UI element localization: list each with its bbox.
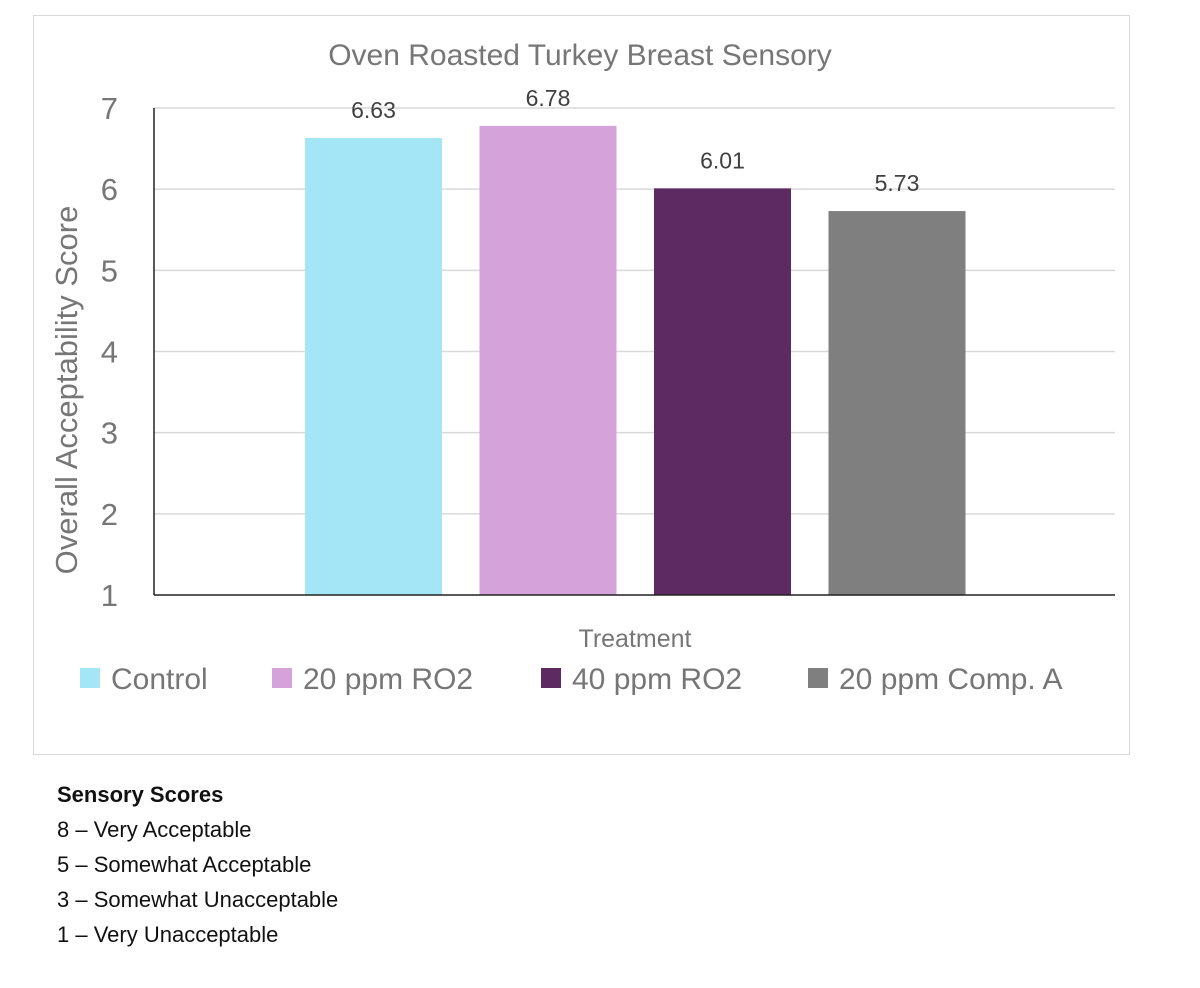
data-label: 6.78 xyxy=(526,85,571,111)
notes-line: 5 – Somewhat Acceptable xyxy=(57,852,312,877)
notes-heading: Sensory Scores xyxy=(57,782,224,807)
bar-20-ppm-comp-a xyxy=(828,211,966,595)
notes-line: 1 – Very Unacceptable xyxy=(57,922,279,947)
sensory-scores-legend: Sensory Scores 8 – Very Acceptable 5 – S… xyxy=(57,777,338,952)
notes-line: 3 – Somewhat Unacceptable xyxy=(57,887,339,912)
data-label: 6.01 xyxy=(700,147,745,173)
y-tick-label: 4 xyxy=(101,335,118,370)
bar-40-ppm-ro2 xyxy=(654,188,791,596)
legend-label: 40 ppm RO2 xyxy=(572,663,742,696)
legend-label: 20 ppm Comp. A xyxy=(839,663,1062,696)
y-tick-label: 2 xyxy=(101,497,118,532)
chart-frame xyxy=(33,15,1130,755)
y-tick-label: 6 xyxy=(101,172,118,207)
data-label: 5.73 xyxy=(875,170,920,196)
bar-chart: Oven Roasted Turkey Breast Sensory 1 2 3 4 5 6… xyxy=(49,39,1115,696)
chart-title: Oven Roasted Turkey Breast Sensory xyxy=(328,39,832,72)
y-tick-label: 5 xyxy=(101,253,118,288)
y-axis-label: Overall Acceptability Score xyxy=(49,206,84,575)
legend-swatch xyxy=(80,668,100,688)
y-tick-label: 7 xyxy=(101,91,118,126)
notes-line: 8 – Very Acceptable xyxy=(57,817,252,842)
legend-swatch xyxy=(272,668,292,688)
legend-swatch xyxy=(808,668,828,688)
bar-20-ppm-ro2 xyxy=(479,125,617,596)
x-axis-label: Treatment xyxy=(578,625,691,653)
data-label: 6.63 xyxy=(351,97,396,123)
y-tick-label: 1 xyxy=(101,578,118,613)
legend-label: 20 ppm RO2 xyxy=(303,663,473,696)
bar-control xyxy=(305,138,442,595)
legend-swatch xyxy=(541,668,561,688)
legend-label: Control xyxy=(111,663,208,696)
y-tick-label: 3 xyxy=(101,416,118,451)
